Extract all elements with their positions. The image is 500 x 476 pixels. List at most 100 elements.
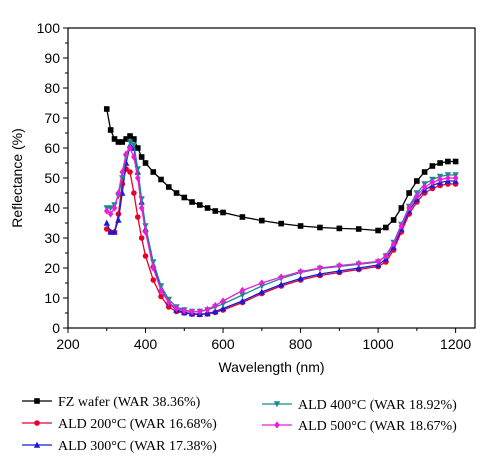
data-point: [107, 205, 114, 212]
data-point: [123, 136, 129, 142]
legend-label: FZ wafer (WAR 38.36%): [58, 395, 201, 410]
y-tick-label: 10: [44, 290, 60, 306]
data-point: [127, 144, 133, 152]
data-point: [375, 257, 381, 265]
data-point: [437, 175, 443, 184]
legend-label: ALD 500°C (WAR 18.67%): [298, 419, 457, 434]
data-point: [181, 307, 188, 315]
data-point: [189, 308, 195, 316]
data-point: [259, 217, 265, 224]
data-point: [150, 169, 157, 175]
data-point: [150, 277, 157, 283]
data-point: [130, 142, 138, 149]
series-0: [103, 106, 459, 234]
data-point: [316, 270, 324, 277]
data-point: [107, 127, 114, 133]
data-point: [107, 210, 114, 218]
series-layer: [103, 106, 459, 318]
legend-label: ALD 300°C (WAR 17.38%): [58, 439, 217, 454]
data-point: [220, 297, 226, 305]
data-point: [406, 204, 412, 212]
data-point: [317, 264, 323, 272]
data-point: [181, 194, 188, 201]
data-point: [119, 175, 126, 182]
data-point: [123, 150, 129, 158]
x-tick-label: 600: [211, 336, 235, 352]
y-tick-label: 80: [44, 80, 60, 96]
data-point: [119, 139, 126, 145]
data-point: [142, 253, 149, 259]
data-point: [259, 279, 265, 287]
y-tick-label: 20: [44, 260, 60, 276]
data-point: [445, 174, 451, 182]
data-point: [115, 139, 122, 145]
x-tick-label: 800: [289, 336, 313, 352]
data-point: [219, 305, 227, 312]
data-point: [204, 305, 211, 313]
data-point: [452, 158, 459, 165]
data-point: [390, 240, 397, 248]
data-point: [150, 264, 157, 272]
y-axis-label: Reflectance (%): [9, 128, 25, 228]
legend-item: ALD 200°C (WAR 16.68%): [22, 417, 217, 432]
data-point: [196, 202, 203, 208]
data-point: [204, 205, 211, 211]
data-point: [355, 259, 362, 268]
data-point: [429, 163, 436, 169]
data-point: [127, 133, 133, 139]
data-point: [421, 169, 428, 175]
data-point: [297, 223, 304, 229]
data-point: [173, 190, 180, 196]
legend-item: ALD 300°C (WAR 17.38%): [22, 439, 217, 454]
data-point: [134, 174, 141, 182]
x-tick-label: 400: [134, 336, 158, 352]
legend-marker: [34, 420, 40, 426]
data-point: [437, 160, 443, 166]
data-point: [398, 205, 405, 211]
data-point: [127, 169, 133, 175]
data-point: [414, 192, 420, 200]
data-point: [414, 178, 420, 184]
y-tick-label: 60: [44, 140, 60, 156]
data-point: [189, 199, 195, 205]
legend-label: ALD 200°C (WAR 16.68%): [58, 417, 217, 432]
data-point: [119, 168, 126, 176]
data-point: [134, 145, 141, 151]
data-point: [421, 183, 428, 191]
data-point: [355, 226, 362, 232]
data-point: [111, 228, 118, 235]
data-point: [126, 139, 134, 146]
data-point: [278, 273, 284, 281]
data-point: [142, 160, 149, 166]
legend: FZ wafer (WAR 38.36%) ALD 200°C (WAR 16.6…: [22, 395, 457, 454]
data-point: [278, 220, 284, 227]
data-point: [452, 174, 459, 182]
data-point: [158, 176, 164, 183]
y-tick-label: 50: [44, 170, 60, 186]
data-point: [158, 286, 164, 295]
data-point: [134, 214, 141, 220]
data-point: [375, 227, 381, 234]
data-point: [336, 225, 343, 232]
legend-marker: [33, 441, 41, 448]
x-tick-label: 1200: [440, 336, 471, 352]
data-point: [297, 275, 304, 282]
legend-item: ALD 400°C (WAR 18.92%): [262, 398, 457, 413]
data-point: [131, 153, 137, 161]
data-point: [111, 204, 118, 212]
legend-marker: [34, 398, 40, 404]
y-tick-label: 90: [44, 50, 60, 66]
y-tick-label: 30: [44, 230, 60, 246]
data-point: [383, 224, 389, 231]
data-point: [142, 228, 149, 236]
y-tick-label: 70: [44, 110, 60, 126]
data-point: [277, 281, 285, 288]
data-point: [103, 219, 110, 226]
legend-item: FZ wafer (WAR 38.36%): [22, 395, 201, 410]
x-tick-label: 1000: [363, 336, 394, 352]
data-point: [165, 304, 172, 310]
data-point: [239, 286, 246, 295]
y-tick-label: 100: [37, 20, 61, 36]
